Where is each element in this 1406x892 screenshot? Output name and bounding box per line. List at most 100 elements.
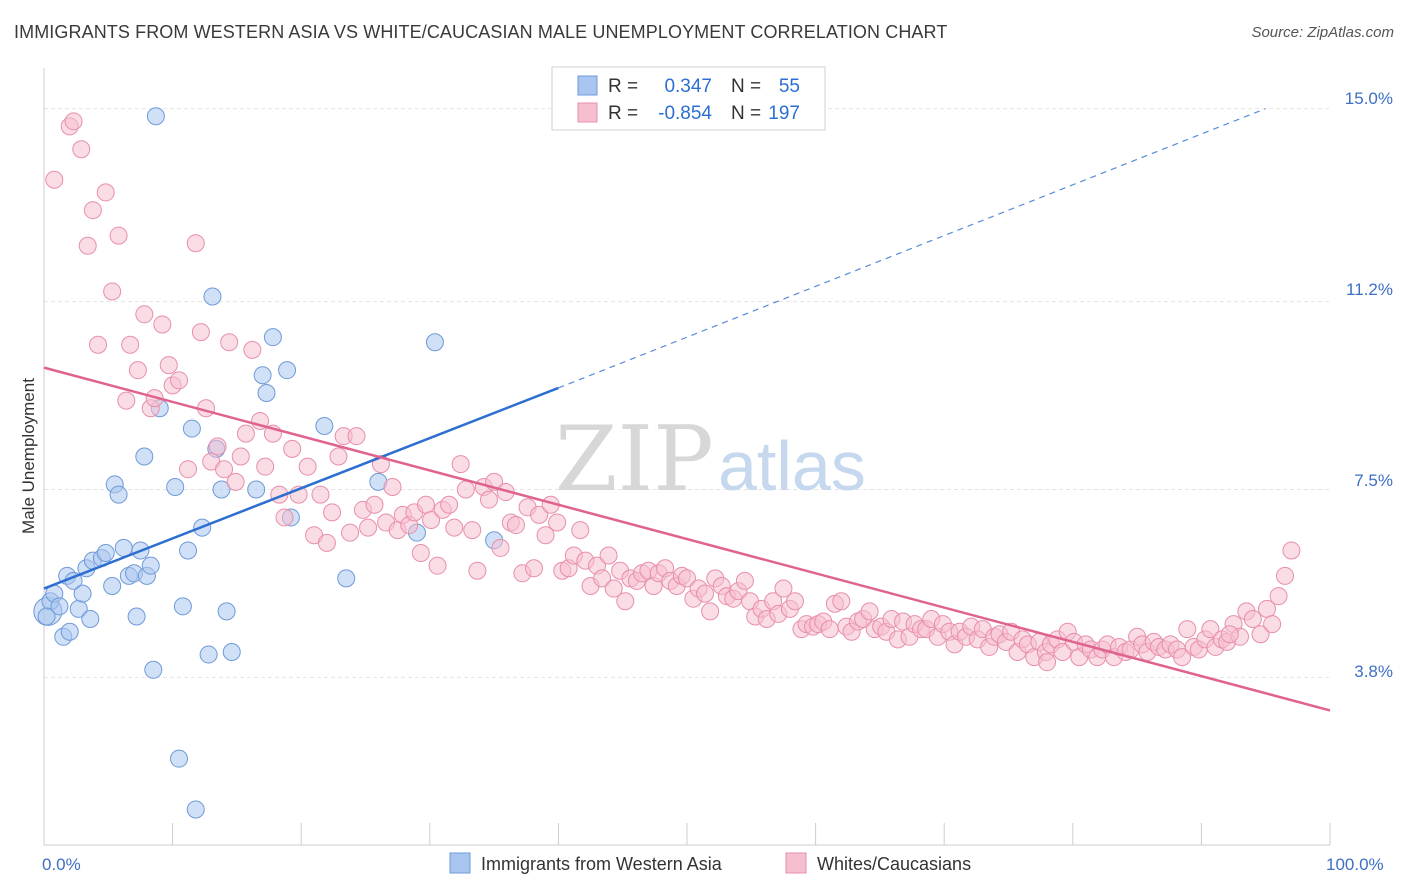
- point-white-caucasian: [109, 226, 128, 245]
- point-white-caucasian: [428, 556, 447, 575]
- bottom-legend-label: Whites/Caucasians: [817, 854, 971, 874]
- point-white-caucasian: [506, 516, 525, 535]
- point-white-caucasian: [1220, 625, 1239, 644]
- point-white-caucasian: [1269, 587, 1288, 606]
- point-western-asia: [222, 643, 241, 662]
- watermark-zip: ZIP: [555, 407, 714, 512]
- point-white-caucasian: [383, 477, 402, 496]
- x-ticks: [43, 823, 1331, 845]
- point-white-caucasian: [820, 620, 839, 639]
- trend-line-white-caucasian: [43, 366, 1331, 712]
- point-white-caucasian: [96, 183, 115, 202]
- point-western-asia: [146, 107, 165, 126]
- point-white-caucasian: [1282, 541, 1301, 560]
- point-white-caucasian: [616, 592, 635, 611]
- legend-swatch-pink: [577, 102, 598, 123]
- point-western-asia: [179, 541, 198, 560]
- point-white-caucasian: [317, 533, 336, 552]
- y-axis-title: Male Unemployment: [19, 378, 38, 534]
- point-western-asia: [173, 597, 192, 616]
- point-white-caucasian: [45, 170, 64, 189]
- point-white-caucasian: [456, 480, 475, 499]
- legend-n-label: N =: [731, 103, 761, 124]
- point-white-caucasian: [365, 495, 384, 514]
- point-western-asia: [81, 610, 100, 629]
- legend-r-value: 0.347: [664, 76, 712, 97]
- point-white-caucasian: [275, 508, 294, 527]
- point-white-caucasian: [463, 521, 482, 540]
- point-white-caucasian: [548, 513, 567, 532]
- legend-r-label: R =: [608, 76, 638, 97]
- point-white-caucasian: [121, 335, 140, 354]
- point-white-caucasian: [445, 518, 464, 537]
- point-white-caucasian: [411, 543, 430, 562]
- point-white-caucasian: [170, 371, 189, 390]
- point-white-caucasian: [416, 495, 435, 514]
- point-western-asia: [425, 333, 444, 352]
- point-white-caucasian: [1173, 648, 1192, 667]
- point-white-caucasian: [1201, 620, 1220, 639]
- point-white-caucasian: [359, 518, 378, 537]
- point-western-asia: [127, 607, 146, 626]
- point-western-asia: [144, 660, 163, 679]
- bottom-legend-swatch-blue: [449, 852, 471, 874]
- point-western-asia: [217, 602, 236, 621]
- point-western-asia: [212, 480, 231, 499]
- point-white-caucasian: [83, 201, 102, 220]
- point-white-caucasian: [451, 455, 470, 474]
- point-white-caucasian: [491, 538, 510, 557]
- x-tick-label-max: 100.0%: [1326, 855, 1384, 874]
- point-white-caucasian: [1178, 620, 1197, 639]
- point-western-asia: [257, 384, 276, 403]
- point-white-caucasian: [696, 584, 715, 603]
- point-white-caucasian: [599, 546, 618, 565]
- point-white-caucasian: [1251, 625, 1270, 644]
- point-western-asia: [109, 485, 128, 504]
- point-white-caucasian: [117, 391, 136, 410]
- point-western-asia: [247, 480, 266, 499]
- point-white-caucasian: [256, 457, 275, 476]
- point-white-caucasian: [220, 333, 239, 352]
- point-white-caucasian: [1038, 653, 1057, 672]
- point-white-caucasian: [678, 569, 696, 588]
- point-white-caucasian: [208, 437, 227, 456]
- point-white-caucasian: [72, 140, 91, 159]
- chart-title: IMMIGRANTS FROM WESTERN ASIA VS WHITE/CA…: [14, 22, 948, 42]
- point-white-caucasian: [231, 447, 250, 466]
- point-western-asia: [135, 447, 154, 466]
- point-white-caucasian: [530, 505, 549, 524]
- legend-r-label: R =: [608, 103, 638, 124]
- point-western-asia: [37, 607, 56, 626]
- point-white-caucasian: [1275, 566, 1294, 585]
- watermark-atlas: atlas: [718, 427, 866, 505]
- point-white-caucasian: [329, 447, 348, 466]
- point-white-caucasian: [1263, 615, 1282, 634]
- point-western-asia: [170, 749, 189, 768]
- point-white-caucasian: [191, 323, 210, 342]
- point-western-asia: [141, 556, 160, 575]
- bottom-legend-swatch-pink: [785, 852, 807, 874]
- point-white-caucasian: [226, 472, 245, 491]
- bottom-legend: Immigrants from Western Asia Whites/Cauc…: [449, 852, 971, 874]
- point-white-caucasian: [593, 569, 612, 588]
- point-white-caucasian: [786, 592, 805, 611]
- point-white-caucasian: [283, 439, 302, 458]
- point-western-asia: [199, 645, 218, 664]
- x-tick-label-min: 0.0%: [42, 855, 81, 874]
- legend-n-value: 55: [779, 76, 800, 97]
- point-white-caucasian: [215, 460, 234, 479]
- point-white-caucasian: [153, 315, 172, 334]
- point-western-asia: [263, 328, 282, 347]
- point-white-caucasian: [89, 335, 108, 354]
- point-western-asia: [278, 361, 297, 380]
- legend-r-value: -0.854: [658, 103, 712, 124]
- legend-n-value: 197: [768, 103, 800, 124]
- point-western-asia: [337, 569, 356, 588]
- point-white-caucasian: [422, 510, 441, 529]
- point-white-caucasian: [186, 234, 205, 253]
- y-tick-label: 7.5%: [1354, 471, 1393, 490]
- point-white-caucasian: [323, 503, 342, 522]
- point-white-caucasian: [341, 523, 360, 542]
- point-western-asia: [253, 366, 272, 385]
